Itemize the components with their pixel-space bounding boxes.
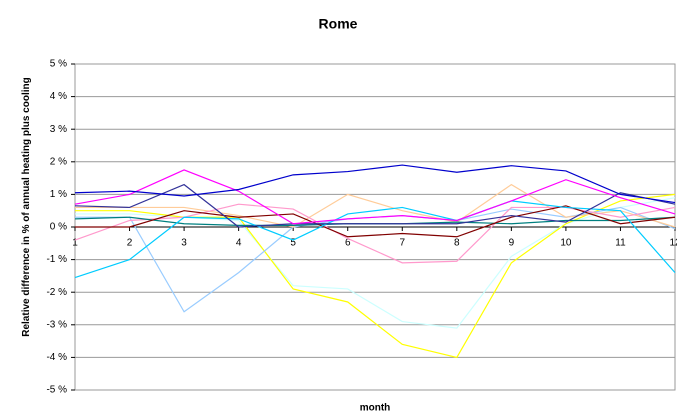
x-tick-label: 3 (181, 238, 187, 249)
y-tick-label: -5 % (46, 385, 67, 396)
x-tick-label: 1 (72, 238, 78, 249)
y-tick-label: -3 % (46, 319, 67, 330)
series-line (74, 164, 676, 204)
x-tick-label: 9 (509, 238, 515, 249)
series-line (74, 183, 676, 228)
y-tick-label: 3 % (50, 124, 67, 135)
y-tick-label: 4 % (50, 91, 67, 102)
x-axis-label: month (360, 403, 391, 414)
y-tick-label: 5 % (50, 59, 67, 70)
x-tick-label: 2 (127, 238, 133, 249)
series-line (75, 205, 676, 238)
x-tick-label: 7 (399, 238, 405, 249)
x-tick-label: 6 (345, 238, 351, 249)
y-tick-label: 2 % (50, 156, 67, 167)
chart-title: Rome (319, 16, 358, 32)
y-tick-label: -4 % (46, 352, 67, 363)
y-tick-label: 0 % (50, 222, 67, 233)
x-tick-label: 10 (560, 238, 572, 249)
y-axis-label: Relative difference in % of annual heati… (21, 77, 32, 337)
series-line (75, 183, 676, 228)
series-line (74, 200, 676, 279)
y-tick-label: -2 % (46, 287, 67, 298)
x-tick-label: 11 (615, 238, 626, 249)
y-tick-label: -1 % (46, 254, 67, 265)
x-tick-label: 12 (669, 238, 677, 249)
series-line (74, 169, 676, 225)
x-tick-label: 4 (236, 238, 242, 249)
y-tick-label: 1 % (50, 189, 67, 200)
x-tick-label: 8 (454, 238, 460, 249)
x-tick-label: 5 (290, 238, 296, 249)
